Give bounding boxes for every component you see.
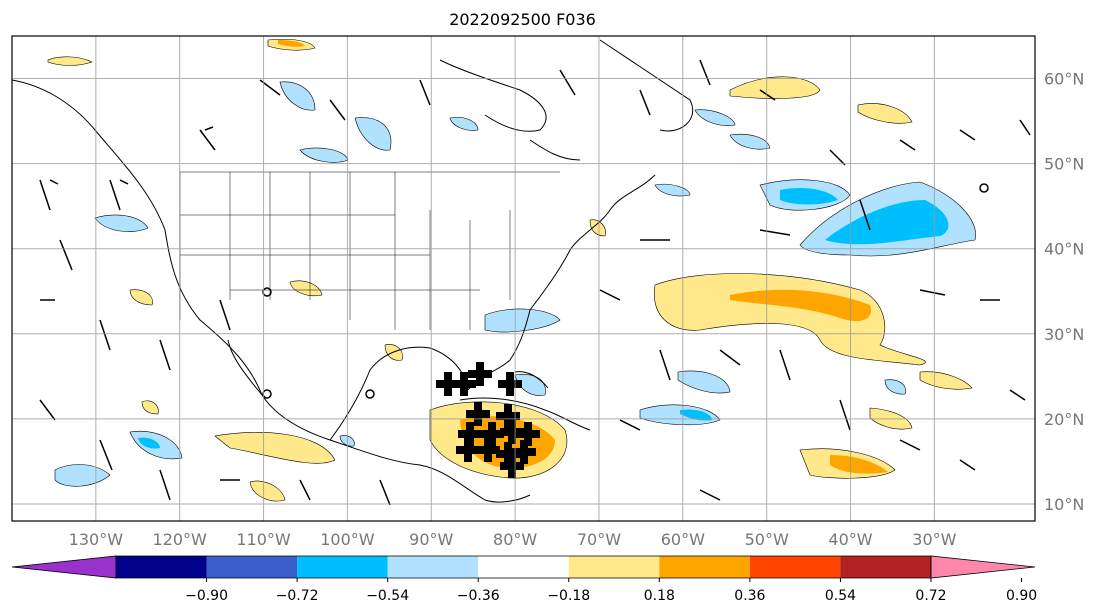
- colorbar-segment: [206, 556, 298, 578]
- colorbar-tick-label: 0.90: [1006, 588, 1037, 604]
- colorbar-labels: −0.90 −0.72 −0.54 −0.36 −0.18 0.18 0.36 0.54 0.7…: [185, 578, 1037, 604]
- lat-tick-label: 10°N: [1044, 495, 1084, 514]
- lat-tick-label: 60°N: [1044, 70, 1084, 89]
- lon-tick-label: 90°W: [409, 530, 453, 549]
- lon-tick-label: 70°W: [577, 530, 621, 549]
- colorbar-segment: [568, 556, 660, 578]
- lon-tick-label: 30°W: [912, 530, 956, 549]
- lon-tick-label: 120°W: [153, 530, 208, 549]
- colorbar-tick-label: −0.54: [366, 588, 409, 604]
- storm-markers: [436, 362, 540, 478]
- colorbar-tick-label: −0.18: [547, 588, 590, 604]
- colorbar-segment: [297, 556, 388, 578]
- lon-tick-label: 100°W: [320, 530, 375, 549]
- colorbar-segment: [387, 556, 479, 578]
- colorbar-segment: [840, 556, 931, 578]
- colorbar-segment: [659, 556, 750, 578]
- colorbar-tick-label: 0.18: [644, 588, 675, 604]
- colorbar-segment: [749, 556, 841, 578]
- lat-tick-label: 40°N: [1044, 240, 1084, 259]
- lon-tick-label: 40°W: [828, 530, 872, 549]
- chart-title: 2022092500 F036: [449, 10, 596, 29]
- lon-tick-label: 50°W: [745, 530, 789, 549]
- lon-tick-label: 80°W: [493, 530, 537, 549]
- lon-tick-label: 130°W: [69, 530, 124, 549]
- negative-anomaly-areas: [54, 81, 976, 487]
- latitude-labels: 10°N 20°N 30°N 40°N 50°N 60°N: [1044, 70, 1084, 514]
- colorbar-tick-label: −0.72: [276, 588, 319, 604]
- lon-tick-label: 110°W: [236, 530, 291, 549]
- colorbar-tick-label: −0.36: [457, 588, 500, 604]
- map-frame: [11, 35, 1036, 522]
- lat-tick-label: 20°N: [1044, 410, 1084, 429]
- lat-tick-label: 30°N: [1044, 325, 1084, 344]
- longitude-labels: 130°W 120°W 110°W 100°W 90°W 80°W 70°W 60°W 50°W…: [69, 530, 957, 549]
- lon-tick-label: 60°W: [661, 530, 705, 549]
- coastlines: [12, 39, 694, 503]
- colorbar-segment: [116, 556, 207, 578]
- colorbar: [11, 555, 1036, 579]
- state-borders: [179, 171, 560, 330]
- colorbar-tick-label: 0.72: [915, 588, 946, 604]
- colorbar-tick-label: 0.54: [825, 588, 856, 604]
- colorbar-tick-label: 0.36: [734, 588, 765, 604]
- lat-tick-label: 50°N: [1044, 155, 1084, 174]
- colorbar-extend-max: [930, 555, 1036, 579]
- colorbar-segment: [478, 556, 569, 578]
- gridlines: [12, 36, 1035, 521]
- wind-barbs: [39, 59, 1031, 506]
- colorbar-extend-min: [11, 555, 117, 579]
- colorbar-tick-label: −0.90: [185, 588, 228, 604]
- calm-markers: [262, 183, 989, 399]
